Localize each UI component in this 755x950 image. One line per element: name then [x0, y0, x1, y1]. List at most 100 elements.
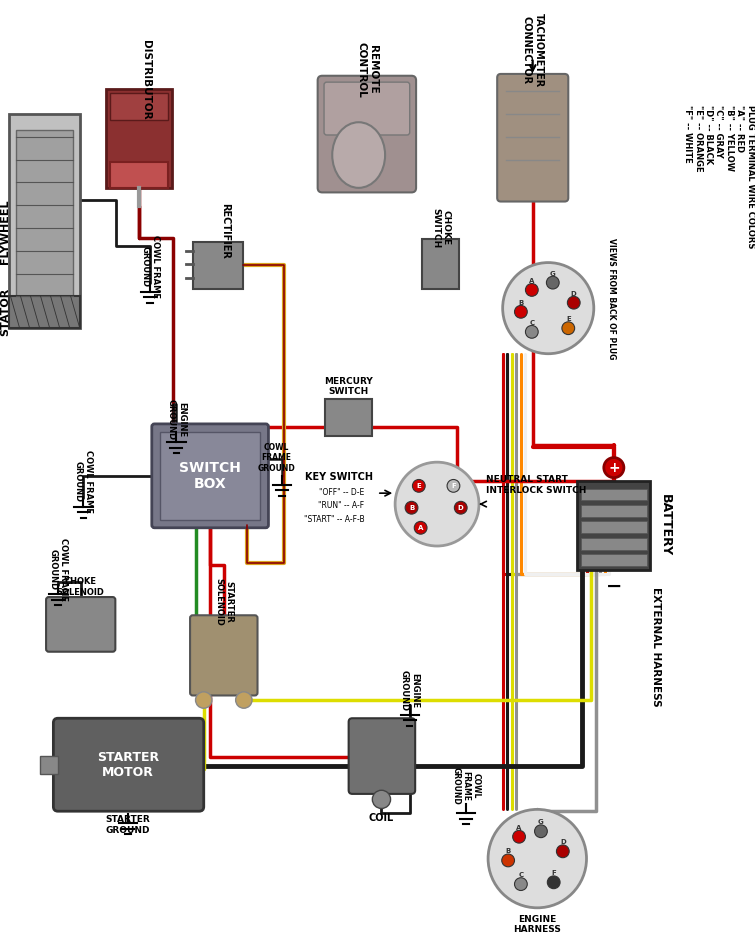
FancyBboxPatch shape	[46, 597, 116, 652]
Circle shape	[447, 480, 460, 492]
Text: G: G	[538, 819, 544, 826]
Circle shape	[604, 458, 624, 478]
Text: E: E	[566, 316, 571, 322]
Text: MERCURY
SWITCH: MERCURY SWITCH	[324, 377, 373, 396]
Text: B: B	[518, 299, 523, 306]
Circle shape	[412, 480, 425, 492]
Text: COWL FRAME
GROUND: COWL FRAME GROUND	[74, 449, 93, 513]
Circle shape	[414, 522, 427, 534]
Text: COWL
FRAME
GROUND: COWL FRAME GROUND	[257, 443, 295, 472]
Bar	[581, 554, 646, 566]
Text: ENGINE
HARNESS: ENGINE HARNESS	[513, 915, 561, 934]
Text: A: A	[418, 524, 424, 531]
Bar	[9, 114, 80, 328]
Circle shape	[514, 878, 527, 890]
Circle shape	[405, 502, 418, 514]
Circle shape	[503, 262, 593, 353]
Text: +: +	[608, 461, 620, 475]
Bar	[16, 130, 72, 317]
Text: NEUTRAL START
INTERLOCK SWITCH: NEUTRAL START INTERLOCK SWITCH	[486, 475, 587, 495]
Text: BATTERY: BATTERY	[658, 494, 671, 556]
Text: C: C	[519, 872, 523, 878]
Bar	[581, 538, 646, 550]
Bar	[110, 93, 168, 121]
Circle shape	[395, 462, 479, 546]
Circle shape	[513, 830, 525, 843]
Text: COIL: COIL	[369, 812, 394, 823]
Bar	[40, 755, 58, 774]
Text: F: F	[551, 870, 556, 876]
Circle shape	[525, 326, 538, 338]
Circle shape	[372, 790, 390, 808]
FancyBboxPatch shape	[54, 718, 204, 811]
Bar	[423, 238, 459, 289]
Text: CHOKE
SOLENOID: CHOKE SOLENOID	[57, 578, 105, 597]
Bar	[578, 482, 650, 570]
Bar	[110, 162, 168, 188]
Circle shape	[556, 845, 569, 858]
Text: B: B	[409, 504, 414, 511]
Text: −: −	[606, 577, 622, 596]
Text: COWL
FRAME
GROUND: COWL FRAME GROUND	[451, 767, 481, 805]
Circle shape	[567, 296, 580, 309]
Text: DISTRIBUTOR: DISTRIBUTOR	[141, 41, 151, 120]
Text: D: D	[560, 839, 565, 846]
Text: VIEWS FROM BACK OF PLUG: VIEWS FROM BACK OF PLUG	[606, 238, 615, 360]
Circle shape	[236, 692, 252, 709]
Text: E: E	[417, 483, 421, 489]
Text: COWL FRAME
GROUND: COWL FRAME GROUND	[140, 235, 159, 297]
Text: B: B	[506, 848, 510, 854]
FancyBboxPatch shape	[318, 76, 416, 193]
Bar	[581, 488, 646, 501]
Circle shape	[562, 322, 575, 334]
Bar	[581, 505, 646, 517]
Circle shape	[488, 809, 587, 908]
Bar	[9, 296, 80, 328]
FancyBboxPatch shape	[498, 74, 569, 201]
Text: REMOTE
CONTROL: REMOTE CONTROL	[356, 42, 378, 97]
Ellipse shape	[332, 123, 385, 188]
Text: COWL FRAME
GROUND: COWL FRAME GROUND	[48, 539, 68, 601]
Text: RECTIFIER: RECTIFIER	[220, 202, 230, 258]
Text: CHOKE
SWITCH: CHOKE SWITCH	[431, 208, 451, 248]
Circle shape	[514, 305, 527, 318]
Bar	[325, 399, 372, 436]
Text: EXTERNAL HARNESS: EXTERNAL HARNESS	[651, 587, 661, 707]
Text: STARTER
SOLENOID: STARTER SOLENOID	[214, 578, 233, 625]
Text: PLUG TERMINAL WIRE COLORS
"A" -- RED
"B" -- YELLOW
"C" -- GRAY
"D" -- BLACK
"E" : PLUG TERMINAL WIRE COLORS "A" -- RED "B"…	[683, 104, 754, 248]
Text: G: G	[550, 271, 556, 276]
Text: STATOR: STATOR	[0, 288, 10, 336]
Text: C: C	[529, 320, 535, 326]
Circle shape	[535, 825, 547, 838]
Circle shape	[547, 876, 560, 888]
Text: SWITCH
BOX: SWITCH BOX	[179, 461, 241, 491]
Text: D: D	[571, 291, 577, 296]
Text: D: D	[458, 504, 464, 511]
Text: "RUN" -- A-F: "RUN" -- A-F	[318, 502, 364, 510]
Text: STARTER
GROUND: STARTER GROUND	[106, 815, 150, 835]
Text: F: F	[451, 483, 456, 489]
Circle shape	[455, 502, 467, 514]
Text: KEY SWITCH: KEY SWITCH	[305, 472, 373, 482]
Circle shape	[547, 276, 559, 289]
Text: FLYWHEEL: FLYWHEEL	[0, 200, 10, 264]
FancyBboxPatch shape	[190, 616, 257, 695]
Text: A: A	[516, 825, 522, 830]
FancyBboxPatch shape	[152, 424, 269, 528]
Bar	[581, 522, 646, 533]
Text: ENGINE
GROUND: ENGINE GROUND	[167, 399, 186, 440]
Bar	[106, 89, 172, 188]
FancyBboxPatch shape	[349, 718, 415, 794]
Bar	[160, 432, 260, 520]
Text: "START" -- A-F-B: "START" -- A-F-B	[304, 515, 364, 524]
Bar	[193, 241, 243, 289]
Text: STARTER
MOTOR: STARTER MOTOR	[97, 750, 159, 779]
FancyBboxPatch shape	[324, 82, 410, 135]
Circle shape	[525, 283, 538, 296]
Text: "OFF" -- D-E: "OFF" -- D-E	[319, 487, 364, 497]
Text: ENGINE
GROUND: ENGINE GROUND	[400, 671, 420, 712]
Text: A: A	[529, 277, 535, 284]
Text: TACHOMETER
CONNECTOR: TACHOMETER CONNECTOR	[522, 13, 544, 87]
Circle shape	[502, 854, 514, 866]
Circle shape	[196, 692, 212, 709]
